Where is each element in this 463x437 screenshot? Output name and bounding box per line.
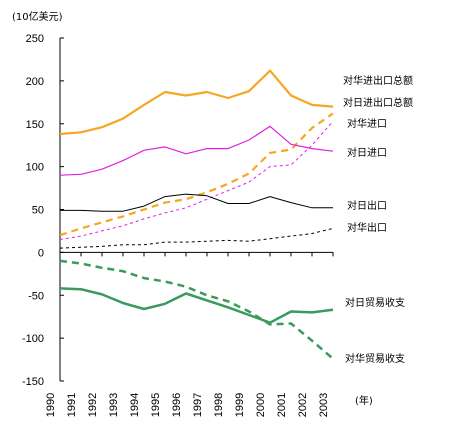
y-tick-label: 250	[26, 33, 44, 45]
x-tick-label: 2001	[276, 393, 288, 417]
series-line-3	[59, 125, 334, 176]
x-tick-label: 1993	[108, 393, 120, 417]
series-label-0: 对华进出口总额	[343, 74, 413, 87]
series-line-4	[60, 193, 333, 212]
x-tick-label: 1998	[213, 393, 225, 417]
series-line-2	[59, 120, 334, 240]
series-label-4: 对日出口	[347, 199, 387, 212]
x-unit-label: (年)	[355, 394, 373, 407]
series-line-0	[59, 69, 334, 136]
series-line-1	[59, 112, 334, 237]
series-labels: 对华进出口总额对日进出口总额对华进口对日进口对日出口对华出口对日贸易收支对华贸易…	[343, 74, 413, 365]
series-line-7	[59, 259, 334, 360]
y-unit-label: (10亿美元)	[12, 10, 63, 23]
y-tick-label: 200	[26, 76, 44, 88]
series-line-6	[59, 287, 334, 324]
y-tick-label: 0	[38, 247, 44, 259]
series-label-5: 对华出口	[347, 221, 387, 234]
x-tick-label: 2002	[297, 393, 309, 417]
y-tick-label: 50	[32, 205, 44, 217]
x-tick-label: 1990	[45, 393, 57, 417]
series-label-7: 对华贸易收支	[345, 352, 405, 365]
x-tick-label: 1997	[192, 393, 204, 417]
series-label-6: 对日贸易收支	[345, 296, 405, 309]
series-layer	[59, 69, 334, 360]
series-line-5	[59, 227, 334, 249]
x-tick-label: 1995	[150, 393, 162, 417]
x-tick-label: 2003	[318, 393, 330, 417]
x-tick-label: 1996	[171, 393, 183, 417]
x-tick-label: 1994	[129, 393, 141, 417]
y-tick-label: -100	[22, 333, 44, 345]
x-tick-label: 1992	[87, 393, 99, 417]
x-tick-label: 1999	[234, 393, 246, 417]
series-label-2: 对华进口	[347, 117, 387, 130]
y-tick-label: -50	[28, 290, 44, 302]
series-label-1: 对日进出口总额	[343, 96, 413, 109]
series-label-3: 对日进口	[347, 146, 387, 159]
y-tick-label: 150	[26, 119, 44, 131]
x-tick-label: 1991	[66, 393, 78, 417]
y-tick-label: -150	[22, 376, 44, 388]
x-tick-label: 2000	[255, 393, 267, 417]
y-tick-label: 100	[26, 162, 44, 174]
